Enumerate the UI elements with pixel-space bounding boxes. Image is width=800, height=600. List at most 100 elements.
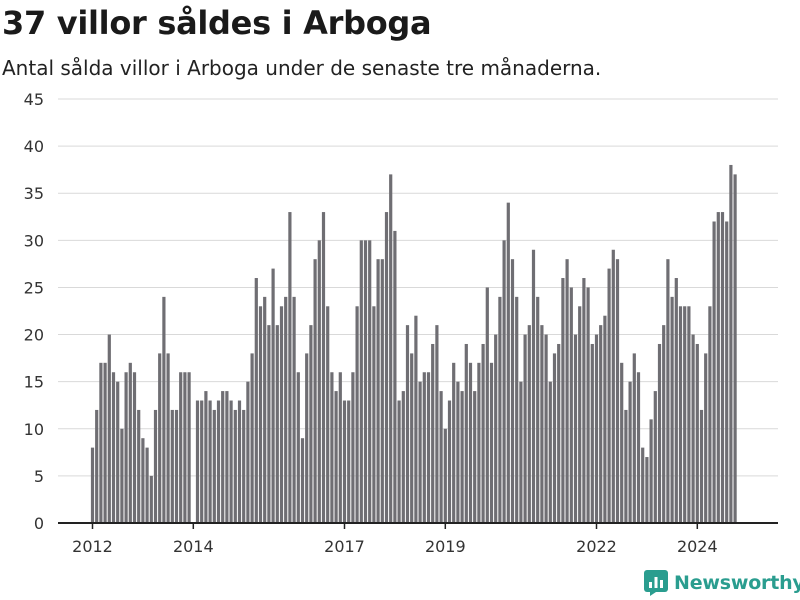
bar	[233, 409, 237, 523]
bar	[657, 343, 662, 523]
bar	[531, 249, 536, 523]
bar	[447, 400, 452, 523]
bar	[145, 447, 149, 523]
bar	[578, 306, 582, 523]
bar	[120, 428, 124, 523]
bar	[384, 212, 389, 524]
bar	[552, 353, 557, 523]
bar	[498, 296, 502, 523]
bar	[649, 419, 653, 523]
y-tick-label: 35	[24, 184, 44, 203]
bar	[95, 409, 99, 523]
bar	[540, 325, 544, 523]
bar	[620, 362, 624, 523]
bar	[330, 372, 334, 523]
bar	[674, 278, 678, 523]
bar	[662, 325, 666, 523]
bar	[569, 287, 573, 523]
bar	[544, 334, 548, 523]
bar	[225, 391, 229, 523]
bar	[359, 240, 363, 524]
bar	[242, 409, 246, 523]
y-tick-label: 10	[24, 420, 44, 439]
bar	[212, 409, 216, 523]
bar	[305, 353, 309, 523]
y-tick-label: 20	[24, 326, 44, 345]
y-tick-label: 5	[34, 467, 44, 486]
bar	[288, 212, 292, 524]
bar	[229, 400, 233, 523]
bar	[452, 362, 456, 523]
y-tick-label: 0	[34, 514, 44, 533]
bar	[166, 353, 170, 523]
bar	[519, 381, 523, 523]
bar	[725, 221, 729, 523]
bar	[691, 334, 695, 523]
bar	[414, 315, 418, 523]
bar	[645, 457, 649, 523]
bar	[326, 306, 330, 523]
brand-name: Newsworthy	[674, 572, 800, 594]
newsworthy-logo-icon	[644, 570, 668, 596]
bar	[103, 362, 107, 523]
bar	[611, 249, 615, 523]
bar	[183, 372, 187, 523]
bar	[494, 334, 498, 523]
bar	[607, 268, 611, 523]
bar	[111, 372, 116, 523]
bar	[615, 259, 620, 523]
bar	[372, 306, 376, 523]
bar	[573, 334, 578, 523]
bar	[338, 372, 342, 523]
bar	[162, 296, 166, 523]
bar	[309, 325, 313, 523]
bar	[363, 240, 368, 524]
bar	[422, 372, 426, 523]
bar	[334, 391, 338, 523]
bar	[208, 400, 212, 523]
bar	[246, 381, 250, 523]
bar	[254, 278, 258, 523]
x-tick-label: 2017	[324, 537, 365, 556]
bar	[313, 259, 317, 523]
bar	[716, 212, 720, 524]
bar	[174, 409, 179, 523]
bar	[317, 240, 321, 524]
bar	[107, 334, 111, 523]
bar	[695, 343, 699, 523]
bar	[720, 212, 725, 524]
bar	[284, 296, 288, 523]
bar	[443, 428, 447, 523]
bar	[410, 353, 414, 523]
bar	[641, 447, 645, 523]
bar	[116, 381, 120, 523]
y-tick-label: 40	[24, 137, 44, 156]
bar	[687, 306, 691, 523]
bar	[506, 202, 510, 523]
y-tick-label: 15	[24, 373, 44, 392]
bar	[137, 409, 141, 523]
bar	[124, 372, 128, 523]
bar	[393, 230, 397, 523]
x-tick-label: 2014	[173, 537, 214, 556]
bar	[666, 259, 670, 523]
bar	[561, 278, 565, 523]
bar	[624, 409, 628, 523]
bar	[200, 400, 204, 523]
highlight-value-label: 37	[733, 0, 755, 5]
bar	[296, 372, 300, 523]
bar	[523, 334, 527, 523]
bar	[586, 287, 590, 523]
bars	[90, 164, 737, 524]
bar	[708, 306, 712, 523]
bar	[473, 391, 477, 523]
bar	[355, 306, 359, 523]
gridlines	[58, 98, 778, 477]
bar	[221, 391, 225, 523]
bar	[704, 353, 708, 523]
bar	[460, 391, 464, 523]
bar	[321, 212, 326, 524]
bar	[468, 362, 473, 523]
bar	[149, 475, 153, 523]
